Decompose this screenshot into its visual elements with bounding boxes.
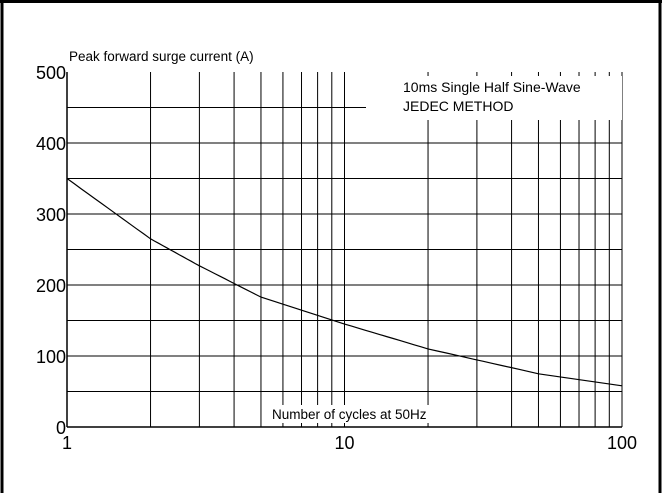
x-axis-label-background — [270, 405, 466, 423]
y-axis-label-background — [68, 47, 300, 65]
y-tick-label: 500 — [36, 63, 66, 83]
axis-layer — [66, 72, 623, 428]
x-tick-label: 100 — [607, 433, 637, 453]
y-tick-label: 300 — [36, 205, 66, 225]
series-layer — [66, 178, 623, 387]
y-axis-label: Peak forward surge current (A) — [69, 49, 254, 64]
x-tick-label: 1 — [62, 433, 72, 453]
series-line — [66, 178, 623, 387]
y-tick-label: 400 — [36, 134, 66, 154]
y-tick-label: 200 — [36, 276, 66, 296]
x-tick-label: 10 — [334, 433, 354, 453]
annotation-line-2: JEDEC METHOD — [403, 98, 513, 114]
y-tick-label: 0 — [56, 418, 66, 438]
x-axis-label: Number of cycles at 50Hz — [272, 407, 427, 422]
annotation-background — [366, 76, 622, 120]
y-tick-label: 100 — [36, 347, 66, 367]
annotation-line-1: 10ms Single Half Sine-Wave — [403, 79, 581, 95]
tick-label-layer: 0 100 200 300 400 500 1 10 100 — [36, 63, 637, 453]
